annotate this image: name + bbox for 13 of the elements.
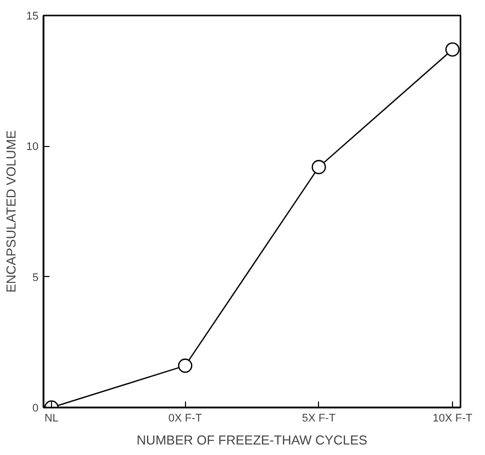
y-tick-label: 5 [32,272,39,284]
x-tick-label: 5X F-T [302,412,336,424]
point [312,160,326,174]
y-axis-title: ENCAPSULATED VOLUME [3,130,18,293]
x-axis-title: NUMBER OF FREEZE-THAW CYCLES [136,432,368,448]
y-tick-label: 15 [26,10,39,22]
point [445,42,460,57]
x-tick-label: 0X F-T [168,412,202,424]
point [178,358,192,373]
y-tick-label: 10 [26,141,39,154]
x-tick-label: 10X F-T [432,412,473,424]
x-tick-label: NL [44,412,59,424]
y-tick-label: 0 [32,402,39,414]
